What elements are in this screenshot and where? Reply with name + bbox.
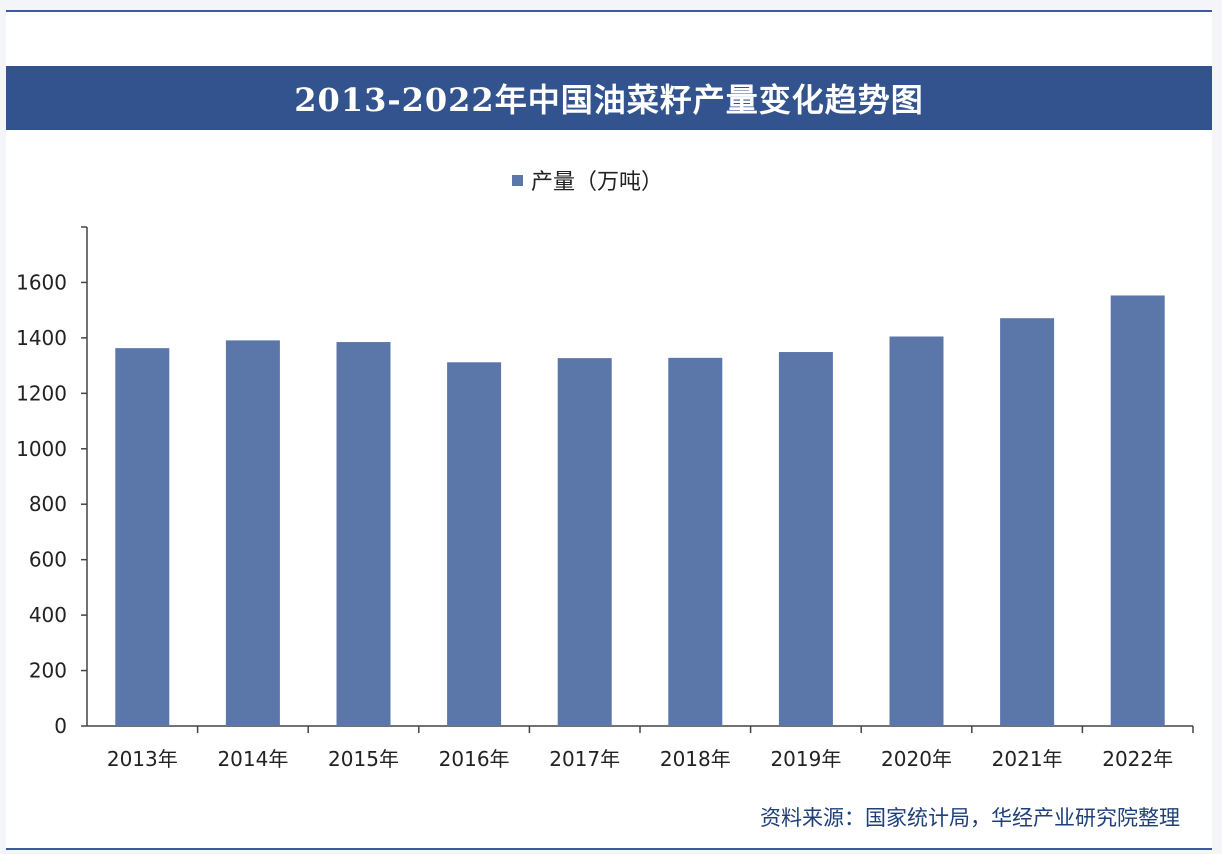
x-tick-label: 2014年: [217, 747, 288, 771]
y-tick-label: 1200: [16, 381, 67, 405]
x-tick-label: 2021年: [992, 747, 1063, 771]
bar: [336, 342, 391, 726]
y-tick-label: 1400: [16, 326, 67, 350]
y-tick-label: 600: [29, 548, 67, 572]
x-tick-label: 2015年: [328, 747, 399, 771]
bar: [447, 362, 502, 726]
title-bar: 2013-2022年中国油菜籽产量变化趋势图: [6, 66, 1212, 130]
bar: [778, 352, 833, 726]
bar: [889, 336, 944, 726]
bar: [115, 348, 170, 726]
x-tick-label: 2022年: [1102, 747, 1173, 771]
bar: [225, 340, 280, 726]
x-tick-label: 2020年: [881, 747, 952, 771]
x-tick-label: 2019年: [770, 747, 841, 771]
y-tick-label: 200: [29, 659, 67, 683]
y-tick-label: 0: [54, 714, 67, 738]
legend-swatch: [512, 174, 523, 186]
chart-title: 2013-2022年中国油菜籽产量变化趋势图: [294, 81, 924, 119]
x-tick-label: 2016年: [439, 747, 510, 771]
bar: [668, 357, 723, 726]
x-tick-label: 2018年: [660, 747, 731, 771]
y-tick-label: 400: [29, 603, 67, 627]
y-tick-label: 1000: [16, 437, 67, 461]
y-tick-label: 800: [29, 492, 67, 516]
y-tick-label: 1600: [16, 270, 67, 294]
bar: [557, 358, 612, 726]
bar: [1000, 318, 1055, 726]
legend-label: 产量（万吨）: [531, 170, 664, 195]
x-tick-label: 2017年: [549, 747, 620, 771]
legend: 产量（万吨）: [512, 166, 664, 195]
x-tick-label: 2013年: [107, 747, 178, 771]
bar: [1110, 295, 1165, 726]
source-note: 资料来源：国家统计局，华经产业研究院整理: [760, 806, 1180, 830]
